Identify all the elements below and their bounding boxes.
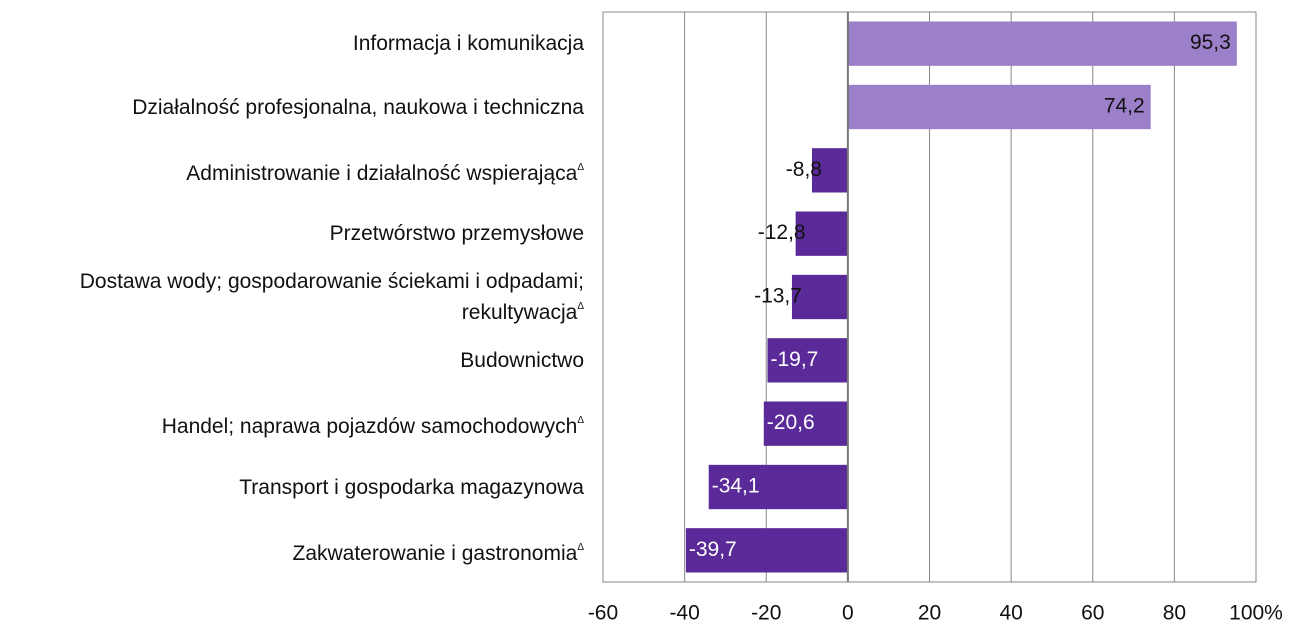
bar bbox=[811, 148, 848, 193]
data-label: -20,6 bbox=[767, 411, 815, 434]
data-label: -12,8 bbox=[758, 221, 806, 244]
bar bbox=[847, 84, 1151, 130]
category-label: Handel; naprawa pojazdów samochodowychΔ bbox=[0, 408, 584, 439]
data-label: -19,7 bbox=[770, 348, 818, 371]
data-label: 95,3 bbox=[1190, 31, 1231, 54]
category-text: Działalność profesjonalna, naukowa i tec… bbox=[132, 95, 584, 119]
bar bbox=[795, 211, 848, 256]
category-text: Informacja i komunikacja bbox=[352, 32, 584, 56]
data-label: -8,8 bbox=[786, 158, 822, 181]
x-tick-label: -40 bbox=[669, 602, 699, 625]
category-label: Zakwaterowanie i gastronomiaΔ bbox=[0, 535, 585, 566]
category-text: Budownictwo bbox=[460, 348, 584, 372]
x-tick-label: 100% bbox=[1229, 602, 1283, 625]
x-tick-label: 80 bbox=[1163, 602, 1186, 625]
data-label: -13,7 bbox=[754, 285, 802, 308]
category-label: Przetwórstwo przemysłowe bbox=[0, 221, 584, 246]
bar bbox=[791, 274, 848, 320]
category-note: Δ bbox=[577, 541, 584, 553]
bar bbox=[685, 528, 848, 573]
category-label: Działalność profesjonalna, naukowa i tec… bbox=[0, 95, 584, 120]
category-text: Dostawa wody; gospodarowanie ściekami i … bbox=[79, 270, 584, 324]
category-label: Transport i gospodarka magazynowa bbox=[0, 475, 584, 500]
data-label: -39,7 bbox=[689, 538, 737, 561]
x-tick-label: 40 bbox=[999, 602, 1022, 625]
category-text: Przetwórstwo przemysłowe bbox=[329, 222, 584, 246]
data-label: 74,2 bbox=[1104, 95, 1145, 118]
x-tick-label: 20 bbox=[918, 602, 941, 625]
category-text: Administrowanie i działalność wspierając… bbox=[186, 161, 578, 185]
category-text: Handel; naprawa pojazdów samochodowych bbox=[161, 415, 578, 439]
x-tick-label: -60 bbox=[588, 602, 618, 625]
bar bbox=[763, 401, 848, 446]
category-label: Administrowanie i działalność wspierając… bbox=[0, 155, 584, 186]
category-text: Transport i gospodarka magazynowa bbox=[239, 475, 584, 499]
category-label: Dostawa wody; gospodarowanie ściekami i … bbox=[0, 269, 584, 325]
category-label: Budownictwo bbox=[0, 348, 584, 373]
x-tick-label: -20 bbox=[751, 602, 781, 625]
category-label: Informacja i komunikacja bbox=[0, 31, 584, 56]
x-tick-label: 60 bbox=[1081, 602, 1104, 625]
x-tick-label: 0 bbox=[842, 602, 854, 625]
bar bbox=[847, 21, 1237, 66]
bar bbox=[767, 338, 848, 383]
category-note: Δ bbox=[577, 161, 584, 173]
bar bbox=[708, 464, 848, 510]
data-label: -34,1 bbox=[712, 475, 760, 498]
category-note: Δ bbox=[577, 415, 584, 427]
category-text: Zakwaterowanie i gastronomia bbox=[292, 541, 578, 565]
category-note: Δ bbox=[577, 301, 584, 312]
